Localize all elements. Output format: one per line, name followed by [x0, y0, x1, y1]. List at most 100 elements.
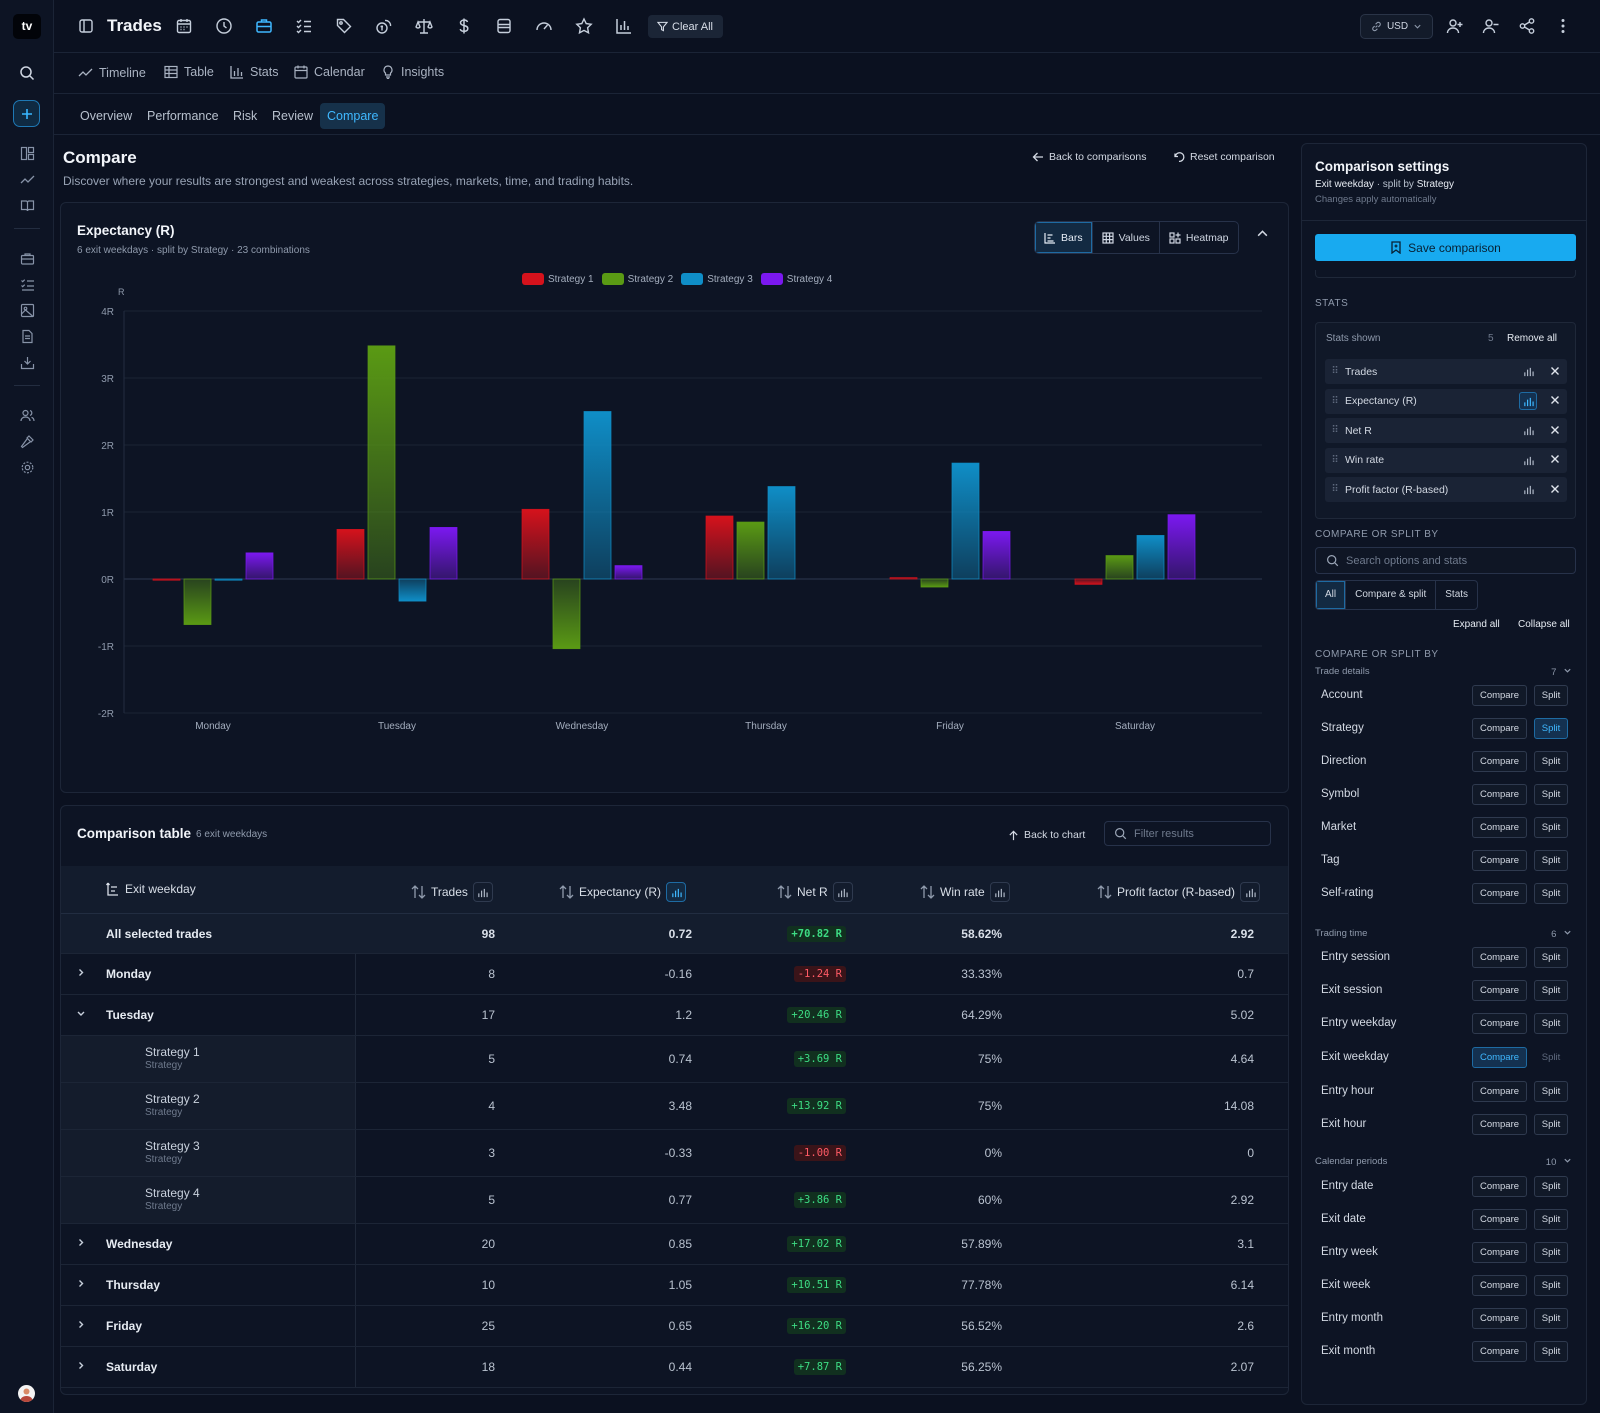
legend-item[interactable]: Strategy 1: [522, 273, 594, 285]
bar-strategy-1[interactable]: [889, 577, 918, 580]
remove-all-button[interactable]: Remove all: [1507, 333, 1558, 344]
option-group-header[interactable]: Trading time 6: [1315, 928, 1576, 940]
compare-button[interactable]: Compare: [1472, 1081, 1527, 1102]
bar-strategy-2[interactable]: [367, 345, 396, 580]
compare-button[interactable]: Compare: [1472, 817, 1527, 838]
compare-button[interactable]: Compare: [1472, 1308, 1527, 1329]
download-icon[interactable]: [16, 351, 38, 373]
split-button[interactable]: Split: [1534, 1341, 1568, 1362]
table-row[interactable]: Wednesday 20 0.85 +17.02 R 57.89% 3.1: [61, 1224, 1288, 1265]
bar-strategy-2[interactable]: [552, 578, 581, 650]
col-exit-weekday[interactable]: Exit weekday: [106, 882, 196, 896]
search-icon[interactable]: [16, 62, 38, 84]
bar-strategy-2[interactable]: [920, 578, 949, 588]
bar-strategy-3[interactable]: [398, 578, 427, 602]
bar-strategy-1[interactable]: [1074, 578, 1103, 585]
split-button[interactable]: Split: [1534, 1176, 1568, 1197]
close-icon[interactable]: [1550, 424, 1560, 438]
save-comparison-button[interactable]: Save comparison: [1315, 234, 1576, 261]
split-button[interactable]: Split: [1534, 685, 1568, 706]
table-row[interactable]: Saturday 18 0.44 +7.87 R 56.25% 2.07: [61, 1347, 1288, 1388]
bar-strategy-3[interactable]: [583, 411, 612, 580]
sidebar-toggle-icon[interactable]: [74, 14, 98, 38]
bar-strategy-4[interactable]: [1167, 514, 1196, 580]
bar-strategy-4[interactable]: [429, 527, 458, 580]
tab-calendar[interactable]: Calendar: [294, 65, 365, 79]
stat-chart-icon[interactable]: [472, 882, 493, 902]
hammer-icon[interactable]: [16, 430, 38, 452]
briefcase-icon[interactable]: [252, 14, 276, 38]
document-icon[interactable]: [16, 325, 38, 347]
add-user-icon[interactable]: [1443, 14, 1467, 38]
filter-all-button[interactable]: All: [1316, 581, 1347, 609]
col-expectancy[interactable]: Expectancy (R): [559, 882, 687, 902]
tab-insights[interactable]: Insights: [381, 65, 444, 79]
expand-all-button[interactable]: Expand all: [1453, 619, 1500, 630]
bar-strategy-4[interactable]: [245, 552, 274, 580]
split-button[interactable]: Split: [1534, 980, 1568, 1001]
bar-strategy-3[interactable]: [951, 462, 980, 580]
calendar-icon[interactable]: [172, 14, 196, 38]
table-subrow[interactable]: Strategy 1 Strategy 5 0.74 +3.69 R 75% 4.64: [61, 1036, 1288, 1083]
coins-icon[interactable]: [372, 14, 396, 38]
briefcase-icon[interactable]: [16, 247, 38, 269]
bar-strategy-3[interactable]: [214, 578, 243, 581]
gear-icon[interactable]: [16, 456, 38, 478]
compare-button[interactable]: Compare: [1472, 1341, 1527, 1362]
search-options-input[interactable]: Search options and stats: [1315, 547, 1576, 574]
bar-strategy-2[interactable]: [183, 578, 212, 625]
currency-select[interactable]: USD: [1360, 14, 1433, 39]
subtab-overview[interactable]: Overview: [80, 109, 133, 123]
scale-icon[interactable]: [412, 14, 436, 38]
share-icon[interactable]: [1515, 14, 1539, 38]
split-button[interactable]: Split: [1534, 817, 1568, 838]
view-bars-button[interactable]: Bars: [1035, 222, 1093, 253]
bar-strategy-1[interactable]: [705, 515, 734, 580]
compare-button[interactable]: Compare: [1472, 784, 1527, 805]
compare-button[interactable]: Compare: [1472, 1275, 1527, 1296]
stat-chart-icon[interactable]: [666, 882, 687, 902]
bar-strategy-3[interactable]: [1136, 535, 1165, 580]
dollar-icon[interactable]: [452, 14, 476, 38]
compare-button[interactable]: Compare: [1472, 1209, 1527, 1230]
dashboard-icon[interactable]: [16, 142, 38, 164]
stat-chart-icon[interactable]: [832, 882, 853, 902]
table-row[interactable]: Monday 8 -0.16 -1.24 R 33.33% 0.7: [61, 954, 1288, 995]
view-values-button[interactable]: Values: [1093, 222, 1160, 253]
table-subrow[interactable]: Strategy 4 Strategy 5 0.77 +3.86 R 60% 2.92: [61, 1177, 1288, 1224]
col-win-rate[interactable]: Win rate: [920, 882, 1010, 902]
col-net-r[interactable]: Net R: [777, 882, 853, 902]
table-row[interactable]: Tuesday 17 1.2 +20.46 R 64.29% 5.02: [61, 995, 1288, 1036]
compare-button[interactable]: Compare: [1472, 685, 1527, 706]
col-profit-factor[interactable]: Profit factor (R-based): [1097, 882, 1261, 902]
more-vertical-icon[interactable]: [1551, 14, 1575, 38]
compare-button[interactable]: Compare: [1472, 850, 1527, 871]
view-heatmap-button[interactable]: Heatmap: [1160, 222, 1238, 253]
tag-icon[interactable]: [332, 14, 356, 38]
bar-strategy-4[interactable]: [614, 565, 643, 580]
chevron-right-icon[interactable]: [76, 1361, 86, 1374]
back-to-comparisons-link[interactable]: Back to comparisons: [1032, 151, 1146, 163]
filter-compare-split-button[interactable]: Compare & split: [1346, 581, 1437, 609]
table-row[interactable]: Thursday 10 1.05 +10.51 R 77.78% 6.14: [61, 1265, 1288, 1306]
clock-icon[interactable]: [212, 14, 236, 38]
split-button[interactable]: Split: [1534, 1081, 1568, 1102]
split-button[interactable]: Split: [1534, 1209, 1568, 1230]
users-icon[interactable]: [16, 404, 38, 426]
chevron-right-icon[interactable]: [76, 1320, 86, 1333]
stat-chart-icon[interactable]: [1519, 422, 1537, 440]
stat-chart-icon[interactable]: [1519, 451, 1537, 469]
split-button[interactable]: Split: [1534, 1308, 1568, 1329]
stat-row[interactable]: ⠿ Win rate: [1325, 447, 1567, 473]
bar-strategy-1[interactable]: [152, 578, 181, 581]
table-subrow[interactable]: Strategy 3 Strategy 3 -0.33 -1.00 R 0% 0: [61, 1130, 1288, 1177]
table-row-total[interactable]: All selected trades 98 0.72 +70.82 R 58.62% 2…: [61, 914, 1288, 954]
collapse-chevron-icon[interactable]: [1256, 227, 1269, 243]
stat-row[interactable]: ⠿ Expectancy (R): [1325, 388, 1567, 414]
new-plus-button[interactable]: [13, 100, 40, 127]
back-to-chart-link[interactable]: Back to chart: [1008, 829, 1085, 841]
stat-chart-icon[interactable]: [1519, 363, 1537, 381]
compare-button[interactable]: Compare: [1472, 751, 1527, 772]
compare-button[interactable]: Compare: [1472, 883, 1527, 904]
table-row[interactable]: Friday 25 0.65 +16.20 R 56.52% 2.6: [61, 1306, 1288, 1347]
